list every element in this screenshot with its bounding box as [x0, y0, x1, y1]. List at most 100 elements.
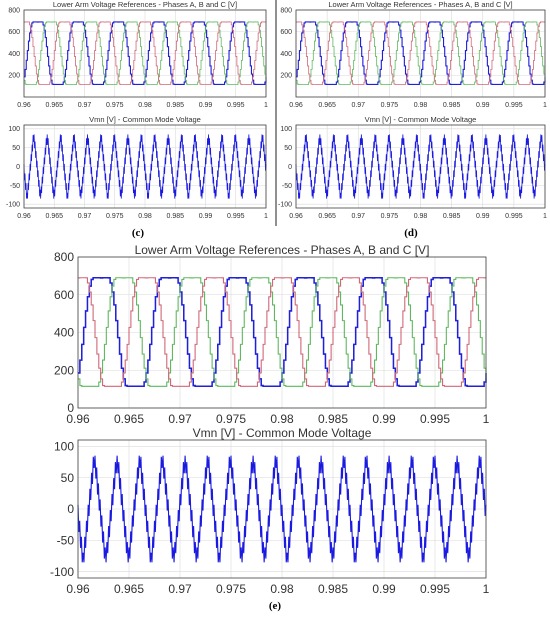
x-tick-label: 0.98: [270, 412, 294, 426]
x-tick-label: 0.985: [443, 102, 461, 109]
y-tick-label: 600: [54, 288, 74, 302]
axes-frame: [295, 124, 546, 209]
x-tick-label: 0.965: [45, 102, 63, 109]
x-tick-label: 0.995: [505, 102, 523, 109]
series-line: [78, 277, 487, 387]
x-tick-label: 0.96: [17, 213, 31, 220]
panel-label-e: (e): [269, 600, 282, 612]
y-tick-label: 600: [8, 29, 20, 36]
y-tick-label: 100: [54, 439, 74, 453]
series-line: [23, 134, 267, 199]
y-tick-label: -50: [57, 534, 75, 548]
x-tick-label: 0.965: [45, 213, 63, 220]
y-tick-label: 0: [67, 401, 74, 415]
x-tick-label: 0.99: [476, 213, 490, 220]
x-tick-label: 0.97: [168, 582, 192, 596]
y-tick-label: 200: [54, 363, 74, 377]
chart-title: Vmn [V] - Common Mode Voltage: [89, 115, 201, 124]
y-tick-label: 400: [8, 51, 20, 58]
x-tick-label: 0.975: [216, 582, 246, 596]
y-tick-label: -50: [10, 183, 20, 190]
x-tick-label: 0.965: [114, 582, 144, 596]
x-tick-label: 0.975: [216, 412, 246, 426]
y-tick-label: 400: [54, 326, 74, 340]
series-line: [296, 21, 546, 85]
y-tick-label: 0: [67, 502, 74, 516]
x-tick-label: 0.96: [289, 102, 303, 109]
y-tick-label: 800: [54, 250, 74, 264]
axes-frame: [23, 9, 267, 98]
series-line: [24, 21, 267, 85]
series-line: [295, 134, 546, 199]
series-line: [77, 455, 487, 563]
panel-label-c: (c): [132, 227, 145, 239]
x-tick-label: 0.975: [381, 102, 399, 109]
y-tick-label: 800: [8, 7, 20, 14]
x-tick-label: 0.985: [166, 102, 184, 109]
x-tick-label: 0.99: [372, 582, 396, 596]
x-tick-label: 0.98: [138, 102, 152, 109]
x-tick-label: 0.98: [414, 102, 428, 109]
plots-layer: 0.96 0.965 0.97 0.975 0.98 0.985 0.99 0.995 1 200…: [6, 0, 547, 596]
x-tick-label: 0.96: [66, 582, 90, 596]
x-tick-label: 1: [264, 102, 268, 109]
y-tick-label: 800: [280, 7, 292, 14]
x-tick-label: 0.97: [351, 102, 365, 109]
chart-title: Lower Arm Voltage References - Phases A,…: [328, 0, 512, 9]
x-tick-label: 0.96: [17, 102, 31, 109]
y-tick-label: 100: [8, 126, 20, 133]
y-tick-label: 50: [12, 145, 20, 152]
chart-title: Vmn [V] - Common Mode Voltage: [365, 115, 477, 124]
y-tick-label: 50: [61, 471, 75, 485]
x-tick-label: 0.96: [289, 213, 303, 220]
x-tick-label: 0.99: [476, 102, 490, 109]
x-tick-label: 0.96: [66, 412, 90, 426]
series-line: [24, 21, 267, 85]
chart-title: Lower Arm Voltage References - Phases A,…: [135, 243, 430, 257]
x-tick-label: 0.985: [318, 412, 348, 426]
x-tick-label: 0.965: [318, 102, 336, 109]
x-tick-label: 1: [264, 213, 268, 220]
x-tick-label: 1: [483, 582, 490, 596]
axes-frame: [77, 439, 487, 579]
x-tick-label: 1: [483, 412, 490, 426]
chart-5: 0.96 0.965 0.97 0.975 0.98 0.985 0.99 0.995 1 0 20…: [54, 243, 490, 426]
chart-title: Lower Arm Voltage References - Phases A,…: [53, 0, 237, 9]
chart-1: 0.96 0.965 0.97 0.975 0.98 0.985 0.99 0.995 1 200…: [8, 0, 268, 109]
y-tick-label: 400: [280, 51, 292, 58]
x-tick-label: 0.985: [166, 213, 184, 220]
x-tick-label: 0.985: [443, 213, 461, 220]
x-tick-label: 0.97: [78, 213, 92, 220]
series-line: [78, 277, 487, 387]
axes-frame: [23, 124, 267, 209]
x-tick-label: 0.995: [227, 102, 245, 109]
y-tick-label: 0: [288, 164, 292, 171]
x-tick-label: 0.965: [114, 412, 144, 426]
x-tick-label: 0.995: [420, 582, 450, 596]
x-tick-label: 0.975: [106, 102, 124, 109]
x-tick-label: 0.995: [505, 213, 523, 220]
x-tick-label: 1: [543, 213, 547, 220]
x-tick-label: 0.98: [138, 213, 152, 220]
x-tick-label: 0.97: [78, 102, 92, 109]
y-tick-label: -100: [50, 565, 74, 579]
panel-label-d: (d): [404, 227, 418, 239]
x-tick-label: 1: [543, 102, 547, 109]
y-tick-label: -100: [278, 202, 292, 209]
y-tick-label: 200: [280, 73, 292, 80]
axes-frame: [77, 256, 487, 409]
x-tick-label: 0.97: [168, 412, 192, 426]
chart-title: Vmn [V] - Common Mode Voltage: [193, 426, 372, 440]
x-tick-label: 0.99: [199, 213, 213, 220]
chart-3: 0.96 0.965 0.97 0.975 0.98 0.985 0.99 0.995 1 200…: [280, 0, 547, 109]
x-tick-label: 0.99: [372, 412, 396, 426]
chart-6: 0.96 0.965 0.97 0.975 0.98 0.985 0.99 0.995 1 -10…: [50, 426, 490, 596]
x-tick-label: 0.965: [318, 213, 336, 220]
y-tick-label: 50: [284, 145, 292, 152]
x-tick-label: 0.995: [420, 412, 450, 426]
x-tick-label: 0.98: [270, 582, 294, 596]
chart-2: 0.96 0.965 0.97 0.975 0.98 0.985 0.99 0.995 1 -10…: [6, 115, 268, 220]
chart-4: 0.96 0.965 0.97 0.975 0.98 0.985 0.99 0.995 1 -10…: [278, 115, 547, 220]
x-tick-label: 0.985: [318, 582, 348, 596]
